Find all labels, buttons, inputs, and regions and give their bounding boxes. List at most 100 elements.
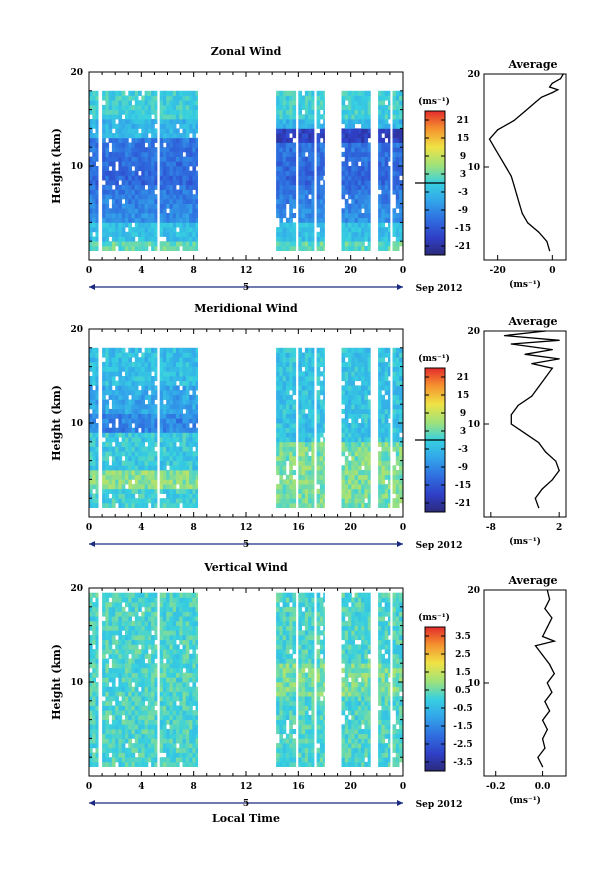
heatmap-cell <box>105 677 110 683</box>
heatmap-cell <box>166 100 170 106</box>
heatmap-cell <box>131 432 136 438</box>
heatmap-cell <box>282 114 287 120</box>
heatmap-cell <box>144 180 149 186</box>
heatmap-cell <box>176 241 180 247</box>
heatmap-cell <box>192 441 197 447</box>
heatmap-cell <box>131 156 136 162</box>
heatmap-cell <box>399 418 403 424</box>
heatmap-cell <box>121 95 126 101</box>
heatmap-cell <box>388 385 391 391</box>
heatmap-cell <box>388 357 391 363</box>
heatmap-cell <box>364 180 369 186</box>
heatmap-cell <box>185 371 190 377</box>
heatmap-cell <box>128 371 132 377</box>
heatmap-cell <box>285 175 290 181</box>
heatmap-cell <box>395 227 400 233</box>
heatmap-cell <box>108 109 113 115</box>
heatmap-cell <box>121 677 126 683</box>
heatmap-cell <box>151 203 155 209</box>
heatmap-cell <box>141 184 145 190</box>
heatmap-cell <box>341 119 346 125</box>
heatmap-cell <box>162 245 167 251</box>
heatmap-cell <box>341 137 346 143</box>
heatmap-cell <box>115 611 119 617</box>
heatmap-cell <box>125 357 129 363</box>
heatmap-cell <box>276 184 280 190</box>
heatmap-cell <box>348 366 352 372</box>
heatmap-cell <box>282 502 287 508</box>
heatmap-cell <box>102 597 106 603</box>
heatmap-cell <box>195 404 198 410</box>
heatmap-cell <box>298 133 302 139</box>
heatmap-cell <box>138 479 142 485</box>
heatmap-cell <box>131 705 136 711</box>
heatmap-cell <box>102 455 106 461</box>
heatmap-cell <box>323 376 325 382</box>
heatmap-cell <box>319 385 324 391</box>
heatmap-cell <box>118 691 123 697</box>
profile-point <box>549 250 551 252</box>
heatmap-cell <box>282 151 287 157</box>
heatmap-cell <box>301 408 306 414</box>
heatmap-cell <box>361 222 365 228</box>
heatmap-cell <box>131 451 136 457</box>
heatmap-cell <box>102 493 106 499</box>
heatmap-cell <box>147 222 152 228</box>
heatmap-cell <box>378 236 382 242</box>
heatmap-cell <box>182 479 187 485</box>
heatmap-cell <box>138 710 142 716</box>
heatmap-cell <box>115 184 119 190</box>
heatmap-cell <box>134 460 139 466</box>
heatmap-cell <box>195 184 198 190</box>
heatmap-cell <box>279 427 284 433</box>
heatmap-cell <box>176 222 180 228</box>
heatmap-cell <box>292 147 297 153</box>
heatmap-cell <box>308 241 312 247</box>
heatmap-cell <box>357 460 362 466</box>
heatmap-cell <box>189 455 193 461</box>
heatmap-cell <box>166 352 170 358</box>
heatmap-cell <box>399 184 403 190</box>
heatmap-cell <box>118 166 123 172</box>
heatmap-cell <box>381 465 386 471</box>
heatmap-cell <box>92 109 96 115</box>
heatmap-cell <box>311 502 315 508</box>
heatmap-cell <box>125 175 129 181</box>
heatmap-cell <box>311 208 315 214</box>
heatmap-cell <box>381 208 386 214</box>
heatmap-cell <box>105 686 110 692</box>
heatmap-cell <box>354 347 359 353</box>
heatmap-cell <box>92 710 96 716</box>
heatmap-cell <box>134 682 139 688</box>
heatmap-cell <box>154 366 158 372</box>
heatmap-cell <box>301 114 306 120</box>
heatmap-cell <box>282 404 287 410</box>
heatmap-cell <box>399 109 403 115</box>
heatmap-cell <box>279 446 284 452</box>
heatmap-cell <box>364 451 369 457</box>
heatmap-cell <box>176 128 180 134</box>
heatmap-cell <box>118 672 123 678</box>
heatmap-cell <box>185 236 190 242</box>
heatmap-cell <box>279 361 284 367</box>
heatmap-cell <box>182 147 187 153</box>
heatmap-cell <box>279 441 284 447</box>
heatmap-cell <box>192 100 197 106</box>
heatmap-cell <box>118 498 123 504</box>
heatmap-cell <box>169 100 174 106</box>
heatmap-cell <box>348 104 352 110</box>
profile-point <box>503 335 506 337</box>
heatmap-cell <box>125 137 129 143</box>
heatmap-cell <box>102 465 106 471</box>
heatmap-cell <box>108 241 113 247</box>
heatmap-cell <box>381 119 386 125</box>
heatmap-cell <box>111 446 116 452</box>
heatmap-cell <box>341 361 346 367</box>
heatmap-cell <box>92 241 96 247</box>
heatmap-cell <box>151 119 155 125</box>
heatmap-cell <box>364 222 369 228</box>
heatmap-cell <box>111 502 116 508</box>
heatmap-cell <box>344 175 349 181</box>
